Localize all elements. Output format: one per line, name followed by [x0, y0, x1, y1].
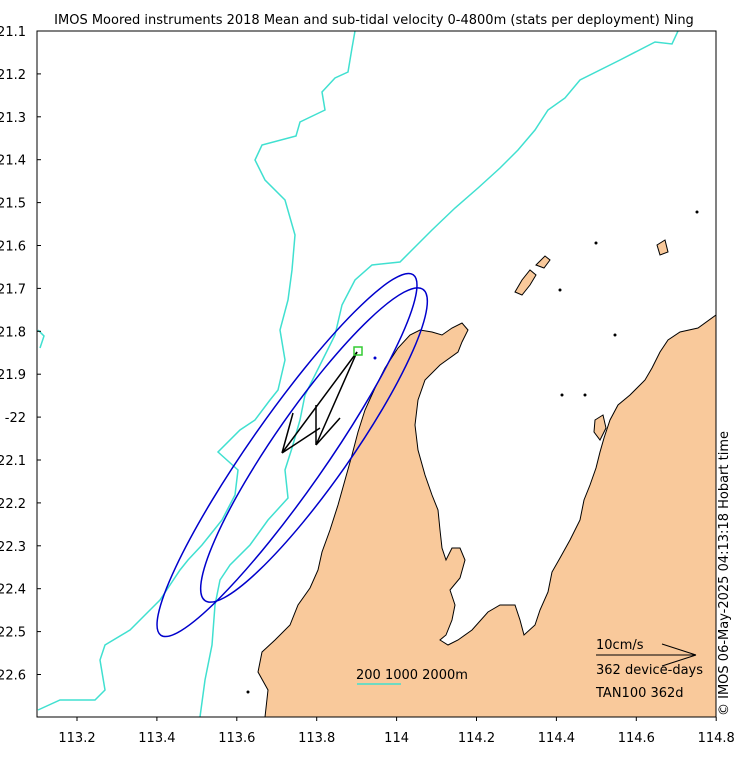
y-tick-label: 22.3	[0, 540, 26, 555]
island-1	[514, 269, 537, 296]
y-tick-label: 21.5	[0, 197, 26, 212]
y-tick-label: 22.4	[0, 583, 26, 598]
islet	[558, 288, 562, 292]
map-title: IMOS Moored instruments 2018 Mean and su…	[54, 13, 694, 28]
velocity-scale-arrow	[596, 643, 697, 667]
x-tick-label: 113.2	[58, 731, 95, 746]
x-tick-label: 114.8	[698, 731, 735, 746]
y-tick-label: 22.1	[0, 454, 26, 469]
islet	[583, 393, 587, 397]
island-2	[535, 255, 551, 269]
y-tick-label: 22.5	[0, 626, 26, 641]
velocity-arrow-1	[281, 351, 358, 454]
mooring-site-marker	[353, 346, 363, 356]
y-tick-label: -22	[5, 411, 26, 426]
x-axis-ticks: 113.2 113.4 113.6 113.8 114 114.2 114.4 114.6 11…	[58, 717, 735, 746]
variance-ellipse-inner	[199, 287, 429, 603]
y-tick-label: 22.2	[0, 497, 26, 512]
y-axis-ticks: 21.1 21.2 21.3 21.4 21.5 21.6 21.7 21.8 21.9 -22 2…	[0, 25, 41, 684]
isobath-2000m	[37, 31, 356, 711]
y-tick-label: 21.7	[0, 282, 26, 297]
land-mass	[257, 314, 716, 717]
x-tick-label: 113.6	[218, 731, 255, 746]
y-tick-label: 21.6	[0, 240, 26, 255]
y-tick-label: 21.2	[0, 68, 26, 83]
islet	[695, 210, 699, 214]
islet	[613, 333, 617, 337]
isobath-legend-label: 200 1000 2000m	[356, 668, 468, 683]
islet	[594, 241, 598, 245]
islet	[246, 690, 250, 694]
velocity-arrows	[281, 351, 358, 454]
island-3	[656, 239, 669, 256]
x-tick-label: 114.4	[538, 731, 575, 746]
x-tick-label: 113.4	[138, 731, 175, 746]
isobaths	[37, 31, 679, 717]
velocity-arrow-2	[315, 351, 358, 446]
credit-text: © IMOS 06-May-2025 04:13:18 Hobart time	[717, 431, 732, 716]
x-tick-label: 114.2	[458, 731, 495, 746]
variance-ellipses	[156, 272, 429, 638]
x-tick-label: 114.6	[618, 731, 655, 746]
y-tick-label: 21.1	[0, 25, 26, 40]
x-tick-label: 113.8	[298, 731, 335, 746]
device-days-label: 362 device-days	[596, 663, 703, 678]
y-tick-label: 21.9	[0, 368, 26, 383]
site-dot	[373, 356, 377, 360]
isobath-200m	[37, 329, 45, 349]
y-tick-label: 21.8	[0, 325, 26, 340]
variance-ellipse-outer	[156, 272, 418, 638]
velocity-scale-label: 10cm/s	[596, 638, 644, 653]
island-4	[593, 414, 607, 441]
y-tick-label: 22.6	[0, 669, 26, 684]
y-tick-label: 21.3	[0, 111, 26, 126]
isobath-1000m	[199, 31, 679, 717]
islet	[560, 393, 564, 397]
y-tick-label: 21.4	[0, 154, 26, 169]
x-tick-label: 114	[384, 731, 409, 746]
site-label: TAN100 362d	[595, 686, 684, 701]
